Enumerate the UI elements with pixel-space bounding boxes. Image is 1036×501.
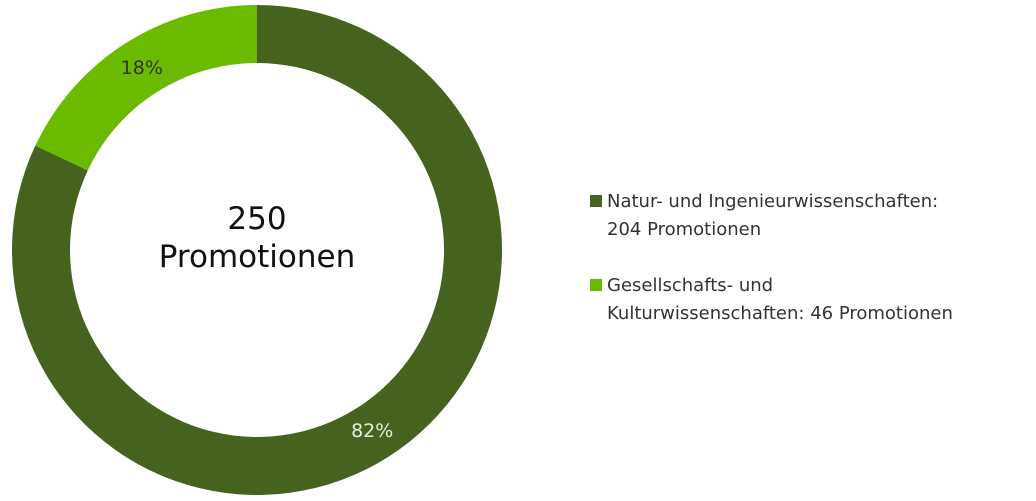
data-label: 18% <box>121 57 163 79</box>
legend-swatch <box>590 279 602 291</box>
legend-entry: Gesellschafts- und Kulturwissenschaften:… <box>590 272 953 328</box>
legend: Natur- und Ingenieurwissenschaften: 204 … <box>590 188 953 356</box>
legend-label: Natur- und Ingenieurwissenschaften: 204 … <box>607 191 939 240</box>
chart-title: 250 Promotionen <box>158 201 356 275</box>
legend-label: Gesellschafts- und Kulturwissenschaften:… <box>607 275 953 324</box>
data-label: 82% <box>351 420 393 442</box>
legend-swatch <box>590 195 602 207</box>
donut-segment <box>35 5 258 171</box>
legend-entry: Natur- und Ingenieurwissenschaften: 204 … <box>590 188 953 244</box>
